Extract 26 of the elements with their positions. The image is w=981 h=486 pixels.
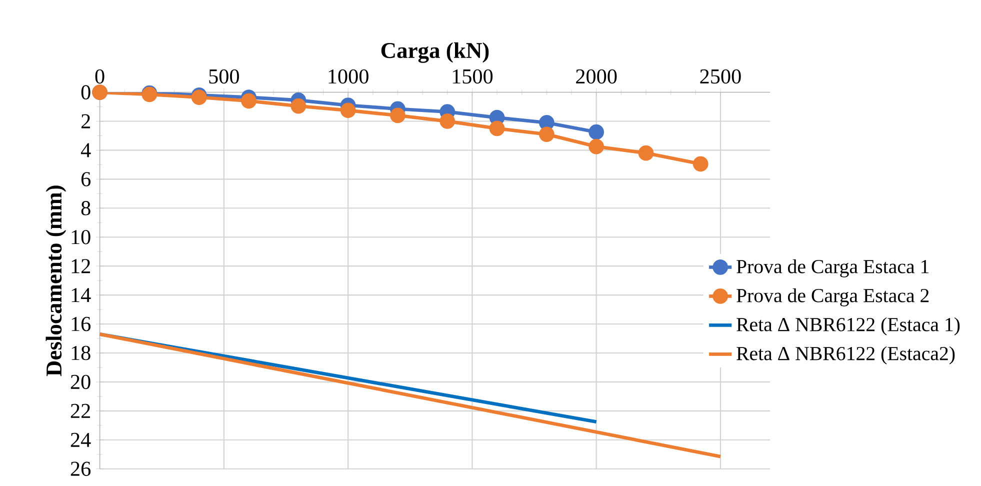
y-tick-label: 8 bbox=[81, 201, 90, 216]
x-tick-label: 2000 bbox=[576, 69, 617, 84]
y-tick-label: 16 bbox=[72, 317, 91, 332]
x-axis-title: Carga (kN) bbox=[381, 42, 489, 63]
y-tick-label: 20 bbox=[70, 374, 90, 390]
x-tick-label: 1000 bbox=[328, 69, 368, 84]
legend-label: Reta Δ NBR6122 (Estaca2) bbox=[736, 346, 955, 364]
y-tick-label: 18 bbox=[72, 346, 90, 360]
legend-label: Prova de Carga Estaca 1 bbox=[736, 259, 929, 278]
legend-label: Reta Δ NBR6122 (Estaca 1) bbox=[736, 317, 960, 336]
x-tick-label: 2500 bbox=[700, 69, 741, 84]
y-tick-label: 12 bbox=[72, 259, 90, 274]
x-tick-label: 0 bbox=[95, 69, 104, 84]
y-tick-label: 22 bbox=[70, 404, 90, 418]
y-tick-label: 26 bbox=[70, 462, 91, 476]
y-axis-title: Deslocamento (mm) bbox=[46, 186, 66, 376]
y-tick-label: 10 bbox=[72, 230, 90, 244]
y-tick-label: 24 bbox=[70, 432, 91, 447]
legend-label: Prova de Carga Estaca 2 bbox=[736, 288, 929, 306]
y-tick-label: 4 bbox=[80, 143, 91, 158]
y-tick-label: 14 bbox=[72, 288, 91, 302]
x-tick-label: 500 bbox=[209, 69, 239, 84]
x-tick-label: 1500 bbox=[452, 69, 493, 84]
y-tick-label: 2 bbox=[81, 114, 90, 128]
y-tick-label: 0 bbox=[81, 85, 90, 100]
y-tick-label: 6 bbox=[81, 172, 91, 186]
